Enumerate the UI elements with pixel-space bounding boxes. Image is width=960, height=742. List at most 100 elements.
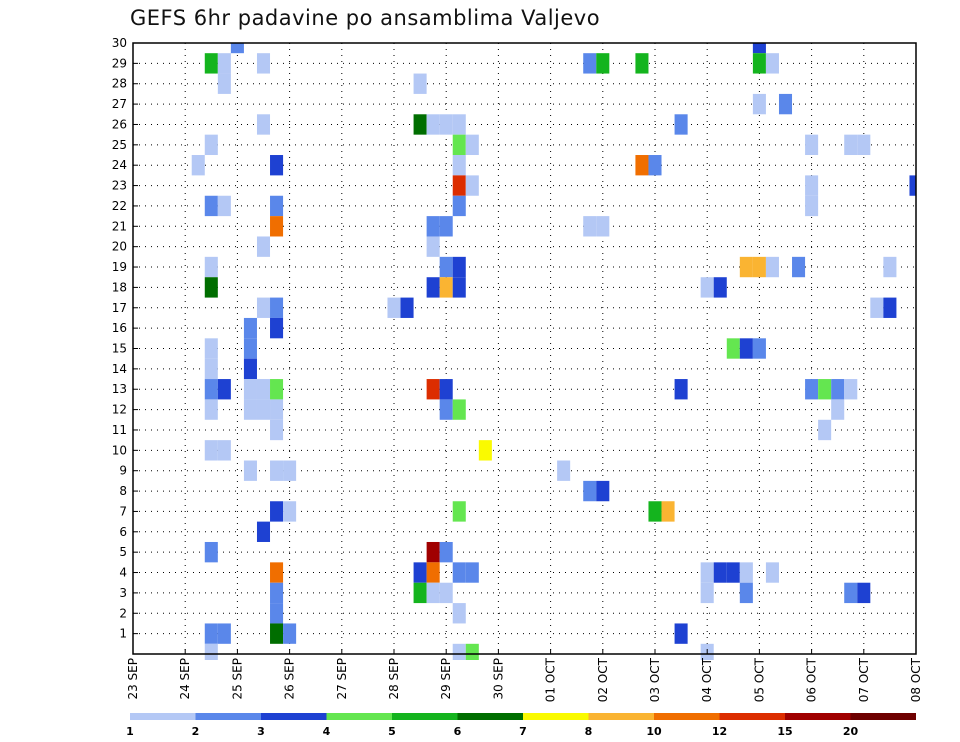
precip-cell: [778, 93, 793, 115]
legend-swatch: [392, 713, 458, 720]
precip-cell: [439, 256, 453, 278]
precip-cell: [635, 53, 649, 74]
y-tick-label: 29: [112, 56, 127, 70]
precip-cell: [204, 256, 218, 278]
precip-cell: [400, 297, 414, 318]
precip-cell: [844, 379, 858, 400]
precip-cell: [713, 562, 727, 583]
precip-cell: [270, 562, 284, 583]
precip-cell: [270, 501, 284, 522]
precip-cell: [739, 582, 753, 604]
x-tick-label: 27 SEP: [335, 658, 349, 700]
precip-cell: [270, 317, 284, 339]
x-tick-label: 23 SEP: [126, 658, 140, 700]
precip-cell: [739, 338, 753, 359]
precip-cell: [452, 256, 466, 278]
precip-cell: [256, 297, 271, 318]
precip-cell: [439, 114, 453, 135]
x-tick-label: 02 OCT: [596, 657, 610, 702]
precip-cell: [883, 256, 897, 278]
precip-cell: [452, 195, 466, 217]
precip-cell: [204, 338, 218, 359]
precip-cell: [452, 175, 466, 196]
x-tick-label: 28 SEP: [387, 658, 401, 700]
precip-cell: [752, 256, 766, 278]
precip-cell: [752, 338, 766, 359]
chart-title: GEFS 6hr padavine po ansamblima Valjevo: [130, 6, 601, 30]
precip-cell: [452, 114, 466, 135]
precip-cell: [831, 379, 845, 400]
y-tick-label: 10: [112, 443, 127, 457]
precip-cell: [413, 582, 427, 604]
precip-cell: [674, 623, 688, 644]
x-tick-label: 06 OCT: [805, 657, 819, 702]
y-tick-label: 11: [112, 423, 127, 437]
precip-cell: [818, 419, 832, 441]
precip-cell: [439, 216, 453, 237]
legend-tick-label: 3: [257, 725, 265, 738]
y-tick-label: 13: [112, 382, 127, 396]
precip-cell: [752, 43, 766, 54]
precip-cell: [452, 134, 466, 156]
legend-tick-label: 20: [843, 725, 859, 738]
precip-cell: [243, 358, 257, 380]
legend-swatch: [654, 713, 720, 720]
precip-cell: [635, 155, 649, 176]
legend-tick-label: 1: [126, 725, 134, 738]
precip-cell: [452, 277, 466, 298]
x-tick-label: 30 SEP: [491, 658, 505, 700]
x-tick-label: 01 OCT: [544, 657, 558, 702]
precip-cell: [857, 134, 871, 156]
y-tick-label: 2: [119, 606, 127, 620]
legend-swatch: [130, 713, 196, 720]
precip-cell: [204, 277, 218, 298]
precip-cell: [805, 175, 819, 196]
y-tick-label: 3: [119, 586, 127, 600]
y-tick-label: 24: [112, 158, 127, 172]
y-tick-label: 16: [112, 321, 127, 335]
precip-cell: [426, 582, 440, 604]
precip-cell: [270, 195, 284, 217]
y-tick-label: 23: [112, 179, 127, 193]
y-tick-label: 21: [112, 219, 127, 233]
legend-tick-label: 2: [192, 725, 200, 738]
precip-cell: [648, 501, 662, 522]
precip-cell: [583, 480, 597, 502]
precip-cell: [256, 399, 271, 420]
y-tick-label: 22: [112, 199, 127, 213]
precip-cell: [765, 562, 779, 583]
y-tick-label: 12: [112, 403, 127, 417]
precip-cell: [217, 623, 231, 644]
y-tick-label: 14: [112, 362, 127, 376]
precip-cell: [765, 256, 779, 278]
y-tick-label: 17: [112, 301, 127, 315]
precip-cell: [661, 501, 675, 522]
precip-cell: [700, 582, 714, 604]
legend-swatch: [261, 713, 327, 720]
precip-cell: [426, 236, 440, 257]
precip-cell: [204, 440, 218, 461]
precip-cell: [831, 399, 845, 420]
precip-cell: [452, 399, 466, 420]
precip-cell: [243, 399, 257, 420]
precip-cell: [726, 562, 740, 583]
legend-tick-label: 12: [712, 725, 727, 738]
precip-cell: [792, 256, 806, 278]
legend-swatch: [457, 713, 523, 720]
precip-cell: [426, 216, 440, 237]
cells-layer: [191, 43, 916, 660]
precip-cell: [243, 460, 257, 481]
precip-cell: [844, 134, 858, 156]
precip-cell: [243, 379, 257, 400]
precip-cell: [452, 501, 466, 522]
precip-cell: [752, 93, 766, 115]
y-tick-label: 26: [112, 117, 127, 131]
y-tick-label: 8: [119, 484, 127, 498]
legend-swatch: [195, 713, 261, 720]
precip-cell: [270, 460, 284, 481]
precip-cell: [256, 236, 271, 257]
precip-cell: [270, 379, 284, 400]
precip-cell: [256, 53, 271, 74]
y-tick-label: 1: [119, 627, 127, 641]
